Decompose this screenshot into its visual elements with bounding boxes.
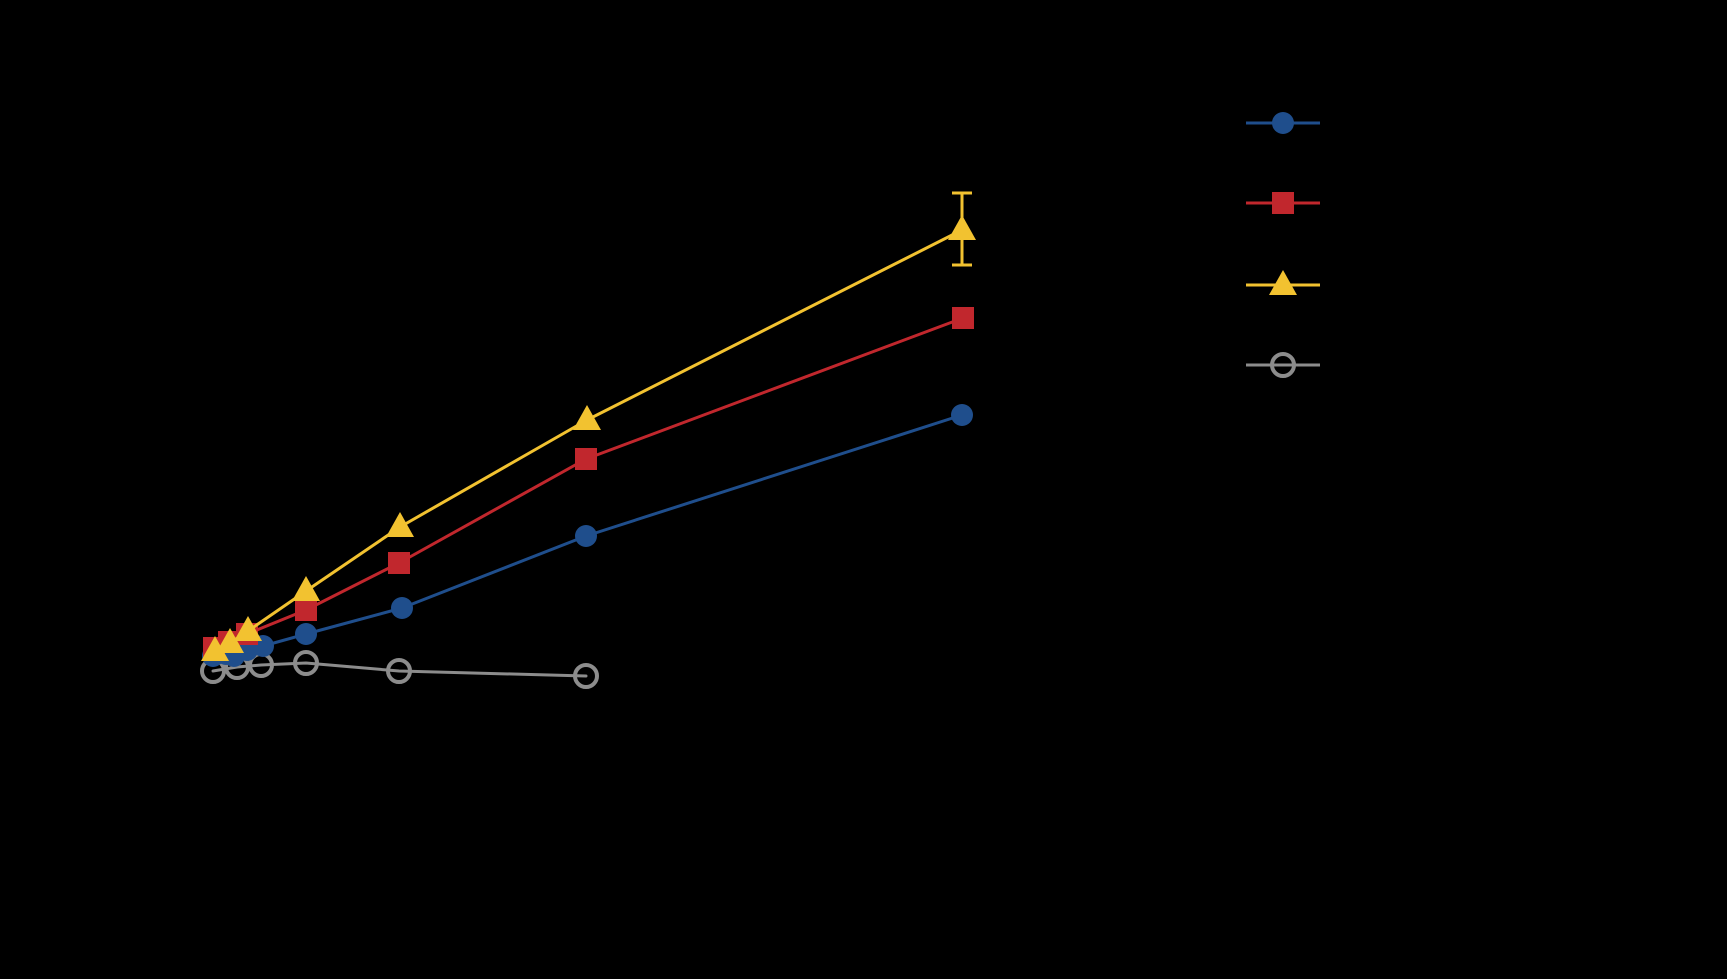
marker-circle-open bbox=[293, 650, 319, 676]
marker-circle-open bbox=[386, 658, 412, 684]
marker-triangle-filled bbox=[573, 405, 601, 430]
series-line bbox=[212, 316, 965, 650]
marker-square-filled bbox=[388, 552, 410, 574]
marker-circle-filled bbox=[295, 623, 317, 645]
marker-square-filled bbox=[575, 448, 597, 470]
marker-circle-filled bbox=[575, 525, 597, 547]
series-line bbox=[211, 661, 588, 678]
marker-triangle-filled bbox=[1269, 270, 1297, 295]
series-yellow-filled-triangles bbox=[201, 191, 976, 661]
marker-triangle-filled bbox=[948, 215, 976, 240]
marker-triangle-filled bbox=[386, 512, 414, 537]
marker-circle-filled bbox=[951, 404, 973, 426]
marker-circle-filled bbox=[391, 597, 413, 619]
legend bbox=[1246, 112, 1320, 378]
legend-entry bbox=[1246, 112, 1320, 134]
marker-circle-open bbox=[1270, 352, 1296, 378]
marker-circle-open bbox=[573, 663, 599, 689]
series-blue-filled-circles bbox=[202, 404, 973, 667]
marker-triangle-filled bbox=[292, 576, 320, 601]
legend-entry bbox=[1246, 352, 1320, 378]
legend-entry bbox=[1246, 270, 1320, 295]
marker-circle-filled bbox=[1272, 112, 1294, 134]
marker-square-filled bbox=[952, 307, 974, 329]
legend-entry bbox=[1246, 192, 1320, 214]
marker-square-filled bbox=[1272, 192, 1294, 214]
marker-square-filled bbox=[295, 599, 317, 621]
marker-triangle-filled bbox=[201, 636, 229, 661]
series-line bbox=[213, 228, 964, 653]
marker-triangle-filled bbox=[234, 616, 262, 641]
series-gray-open-circles bbox=[200, 650, 599, 689]
series-red-filled-squares bbox=[203, 307, 974, 659]
marker-triangle-filled bbox=[216, 628, 244, 653]
